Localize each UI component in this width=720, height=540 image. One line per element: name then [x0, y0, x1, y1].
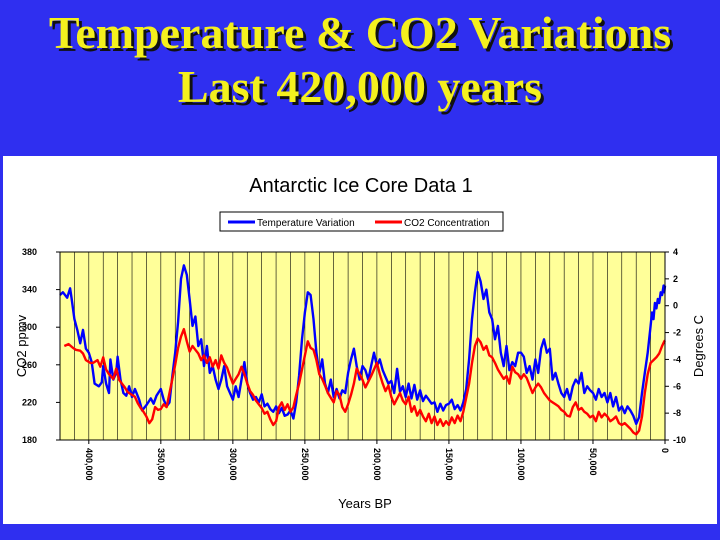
- series-line-co2-concentration: [63, 327, 666, 436]
- slide-title-line1: Temperature & CO2 Variations: [48, 7, 672, 58]
- y-right-tick-label: -2: [673, 328, 681, 338]
- y-right-tick-label: 0: [673, 301, 678, 311]
- y-axis-left-label: CO2 ppmv: [14, 314, 29, 377]
- x-tick-label: 250,000: [300, 448, 310, 481]
- x-axis-label: Years BP: [338, 496, 392, 511]
- axis-ticks: 380 340 300 260 220 180 4 2 0 -2 -4 -6 -8 -10 400,000 3…: [22, 247, 686, 481]
- x-tick-label: 0: [660, 448, 670, 453]
- y-axis-right-label: Degrees C: [691, 315, 706, 377]
- series-lines: [59, 264, 667, 436]
- y-left-tick-label: 380: [22, 247, 37, 257]
- ice-core-chart: Antarctic Ice Core Data 1 Temperature Va…: [14, 175, 706, 511]
- y-left-tick-label: 340: [22, 285, 37, 295]
- legend: Temperature Variation CO2 Concentration: [219, 211, 504, 232]
- x-tick-label: 100,000: [516, 448, 526, 481]
- y-right-tick-label: -10: [673, 435, 686, 445]
- plot-border: [59, 251, 666, 441]
- chart-title: Antarctic Ice Core Data 1: [249, 175, 472, 197]
- y-right-tick-label: -6: [673, 381, 681, 391]
- chart-panel: Antarctic Ice Core Data 1 Temperature Va…: [3, 156, 717, 524]
- y-left-tick-label: 220: [22, 397, 37, 407]
- y-left-tick-label: 300: [22, 322, 37, 332]
- slide-title: Temperature & CO2 Variations Last 420,00…: [0, 6, 720, 114]
- legend-label-co2: CO2 Concentration: [404, 218, 490, 229]
- x-tick-label: 400,000: [84, 448, 94, 481]
- x-tick-label: 50,000: [588, 448, 598, 476]
- y-left-tick-label: 260: [22, 360, 37, 370]
- y-right-tick-label: 4: [673, 247, 678, 257]
- y-left-tick-label: 180: [22, 435, 37, 445]
- y-right-tick-label: -8: [673, 408, 681, 418]
- x-tick-label: 350,000: [156, 448, 166, 481]
- grid-lines: [74, 252, 651, 440]
- slide-title-line2: Last 420,000 years: [177, 61, 543, 112]
- x-tick-label: 150,000: [444, 448, 454, 481]
- y-right-tick-label: 2: [673, 274, 678, 284]
- legend-box: [219, 211, 504, 232]
- y-right-tick-label: -4: [673, 354, 681, 364]
- x-tick-label: 200,000: [372, 448, 382, 481]
- legend-label-temperature: Temperature Variation: [257, 218, 355, 229]
- x-tick-label: 300,000: [228, 448, 238, 481]
